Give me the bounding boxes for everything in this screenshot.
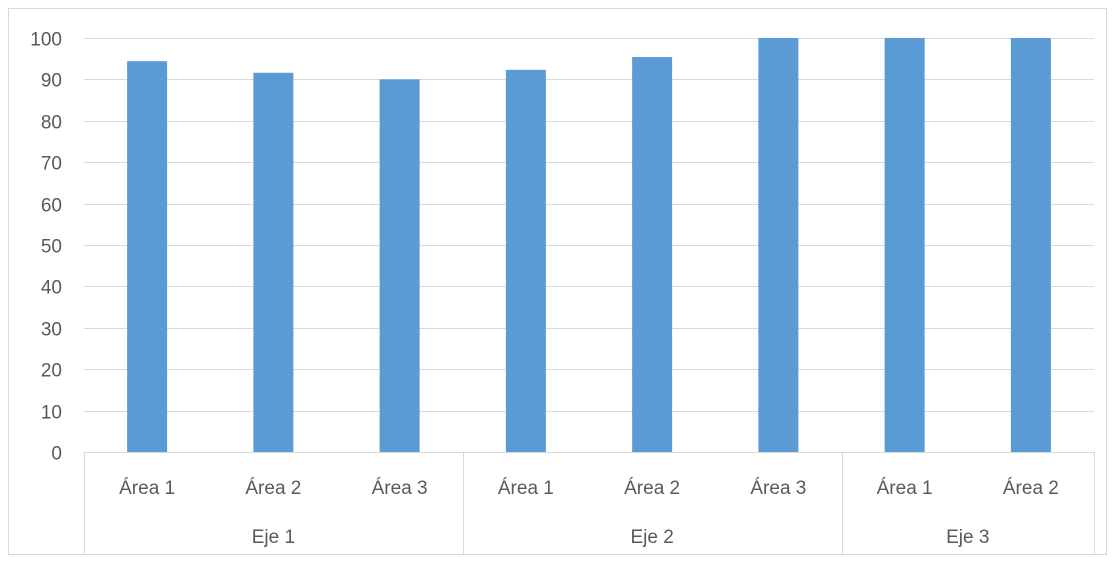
y-tick-label: 20 <box>41 361 62 382</box>
x-group-label: Eje 3 <box>946 527 989 548</box>
y-tick-label: 70 <box>41 154 62 175</box>
x-group-label: Eje 1 <box>252 527 295 548</box>
chart-area-border <box>8 8 1107 555</box>
bar <box>379 79 420 453</box>
bar <box>253 72 294 452</box>
y-tick-label: 30 <box>41 320 62 341</box>
x-axis: Área 1 Área 2 Área 3 Área 1 Área 2 Área 3 Área… <box>84 452 1095 554</box>
y-tick-label: 0 <box>51 444 62 465</box>
y-tick-label: 10 <box>41 403 62 424</box>
y-axis-tick-labels: 0 10 20 30 40 50 60 70 80 90 100 <box>30 30 62 465</box>
bar <box>1010 38 1051 452</box>
x-category-label: Área 3 <box>750 478 806 499</box>
bar <box>505 69 546 453</box>
bar <box>758 38 799 452</box>
x-category-label: Área 2 <box>624 478 680 499</box>
gridlines <box>84 38 1094 412</box>
y-tick-label: 100 <box>30 30 62 51</box>
y-tick-label: 80 <box>41 113 62 134</box>
y-tick-label: 60 <box>41 196 62 217</box>
x-category-label: Área 3 <box>372 478 428 499</box>
y-tick-label: 90 <box>41 71 62 92</box>
bars <box>127 38 1051 453</box>
bar <box>632 57 673 452</box>
bar <box>884 38 925 452</box>
y-tick-label: 50 <box>41 237 62 258</box>
x-category-label: Área 1 <box>119 478 175 499</box>
x-category-label: Área 2 <box>1003 478 1059 499</box>
bar <box>127 61 168 453</box>
x-group-label: Eje 2 <box>630 527 673 548</box>
x-category-label: Área 1 <box>498 478 554 499</box>
x-category-label: Área 2 <box>245 478 301 499</box>
x-category-label: Área 1 <box>877 478 933 499</box>
y-tick-label: 40 <box>41 278 62 299</box>
